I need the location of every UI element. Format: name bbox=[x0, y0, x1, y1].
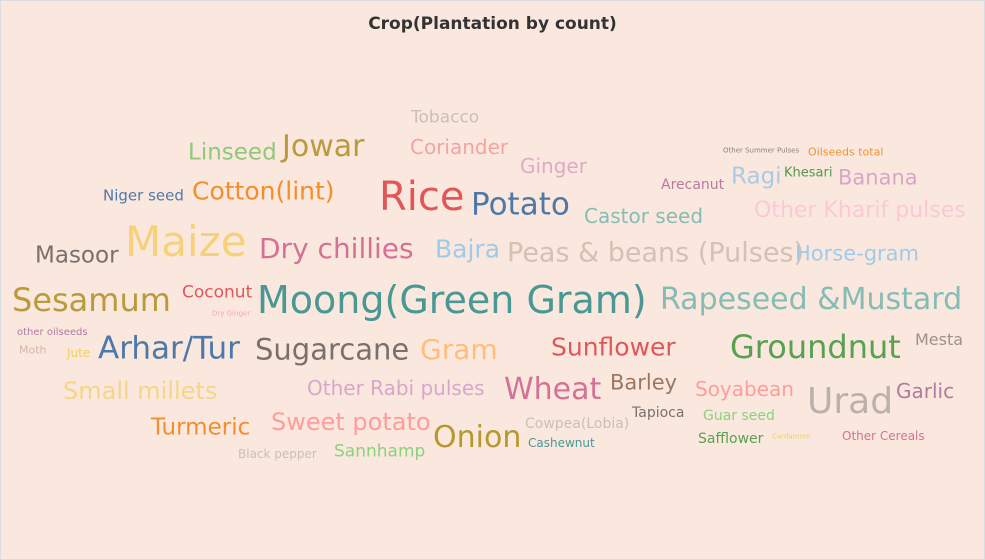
word-jowar[interactable]: Jowar bbox=[282, 129, 365, 164]
word-other-kharif-pulses[interactable]: Other Kharif pulses bbox=[754, 198, 966, 223]
word-arhar-tur[interactable]: Arhar/Tur bbox=[98, 330, 240, 367]
word-small-millets[interactable]: Small millets bbox=[63, 377, 218, 405]
word-rice[interactable]: Rice bbox=[379, 174, 465, 220]
word-safflower[interactable]: Safflower bbox=[698, 431, 764, 447]
word-soyabean[interactable]: Soyabean bbox=[695, 377, 794, 401]
word-ragi[interactable]: Ragi bbox=[731, 163, 782, 190]
word-khesari[interactable]: Khesari bbox=[784, 165, 833, 181]
word-coconut[interactable]: Coconut bbox=[182, 282, 253, 303]
word-cardamom[interactable]: Cardamom bbox=[772, 432, 811, 441]
word-castor-seed[interactable]: Castor seed bbox=[584, 204, 704, 228]
word-maize[interactable]: Maize bbox=[125, 217, 247, 266]
word-oilseeds-total[interactable]: Oilseeds total bbox=[808, 145, 884, 159]
word-tapioca[interactable]: Tapioca bbox=[632, 405, 685, 421]
word-turmeric[interactable]: Turmeric bbox=[151, 414, 251, 441]
word-sugarcane[interactable]: Sugarcane bbox=[255, 332, 410, 367]
word-dry-ginger[interactable]: Dry Ginger bbox=[212, 309, 251, 318]
word-sesamum[interactable]: Sesamum bbox=[12, 281, 171, 319]
word-urad[interactable]: Urad bbox=[807, 381, 894, 422]
chart-title: Crop(Plantation by count) bbox=[368, 14, 617, 34]
word-coriander[interactable]: Coriander bbox=[410, 135, 509, 159]
word-arecanut[interactable]: Arecanut bbox=[661, 177, 725, 193]
word-sannhamp[interactable]: Sannhamp bbox=[334, 441, 426, 462]
word-wheat[interactable]: Wheat bbox=[504, 372, 602, 407]
word-onion[interactable]: Onion bbox=[433, 420, 522, 455]
word-other-oilseeds[interactable]: other oilseeds bbox=[17, 327, 88, 338]
word-moong-green-gram[interactable]: Moong(Green Gram) bbox=[257, 278, 647, 322]
word-cotton-lint[interactable]: Cotton(lint) bbox=[192, 176, 335, 206]
word-moth[interactable]: Moth bbox=[19, 343, 47, 357]
word-sunflower[interactable]: Sunflower bbox=[551, 332, 676, 362]
word-cashewnut[interactable]: Cashewnut bbox=[528, 436, 595, 450]
word-ginger[interactable]: Ginger bbox=[520, 154, 587, 178]
word-gram[interactable]: Gram bbox=[420, 333, 498, 366]
word-tobacco[interactable]: Tobacco bbox=[411, 107, 480, 128]
word-cowpea-lobia[interactable]: Cowpea(Lobia) bbox=[525, 416, 630, 432]
word-groundnut[interactable]: Groundnut bbox=[730, 328, 901, 366]
word-other-cereals[interactable]: Other Cereals bbox=[842, 429, 925, 443]
word-masoor[interactable]: Masoor bbox=[35, 242, 119, 269]
word-peas-beans-pulses[interactable]: Peas & beans (Pulses) bbox=[507, 237, 805, 269]
word-sweet-potato[interactable]: Sweet potato bbox=[271, 408, 431, 436]
word-niger-seed[interactable]: Niger seed bbox=[103, 186, 184, 205]
word-rapeseed-mustard[interactable]: Rapeseed &Mustard bbox=[660, 282, 963, 317]
word-other-rabi-pulses[interactable]: Other Rabi pulses bbox=[307, 376, 485, 400]
word-banana[interactable]: Banana bbox=[838, 165, 918, 190]
word-potato[interactable]: Potato bbox=[471, 186, 570, 223]
word-jute[interactable]: Jute bbox=[67, 346, 91, 360]
word-other-summer-pulses[interactable]: Other Summer Pulses bbox=[723, 146, 800, 155]
word-horse-gram[interactable]: Horse-gram bbox=[795, 241, 920, 266]
word-garlic[interactable]: Garlic bbox=[896, 379, 955, 403]
word-mesta[interactable]: Mesta bbox=[915, 330, 964, 349]
word-barley[interactable]: Barley bbox=[610, 370, 678, 395]
word-guar-seed[interactable]: Guar seed bbox=[703, 408, 775, 424]
word-bajra[interactable]: Bajra bbox=[435, 234, 501, 264]
word-linseed[interactable]: Linseed bbox=[188, 139, 277, 166]
word-black-pepper[interactable]: Black pepper bbox=[238, 447, 317, 461]
word-dry-chillies[interactable]: Dry chillies bbox=[259, 232, 414, 265]
